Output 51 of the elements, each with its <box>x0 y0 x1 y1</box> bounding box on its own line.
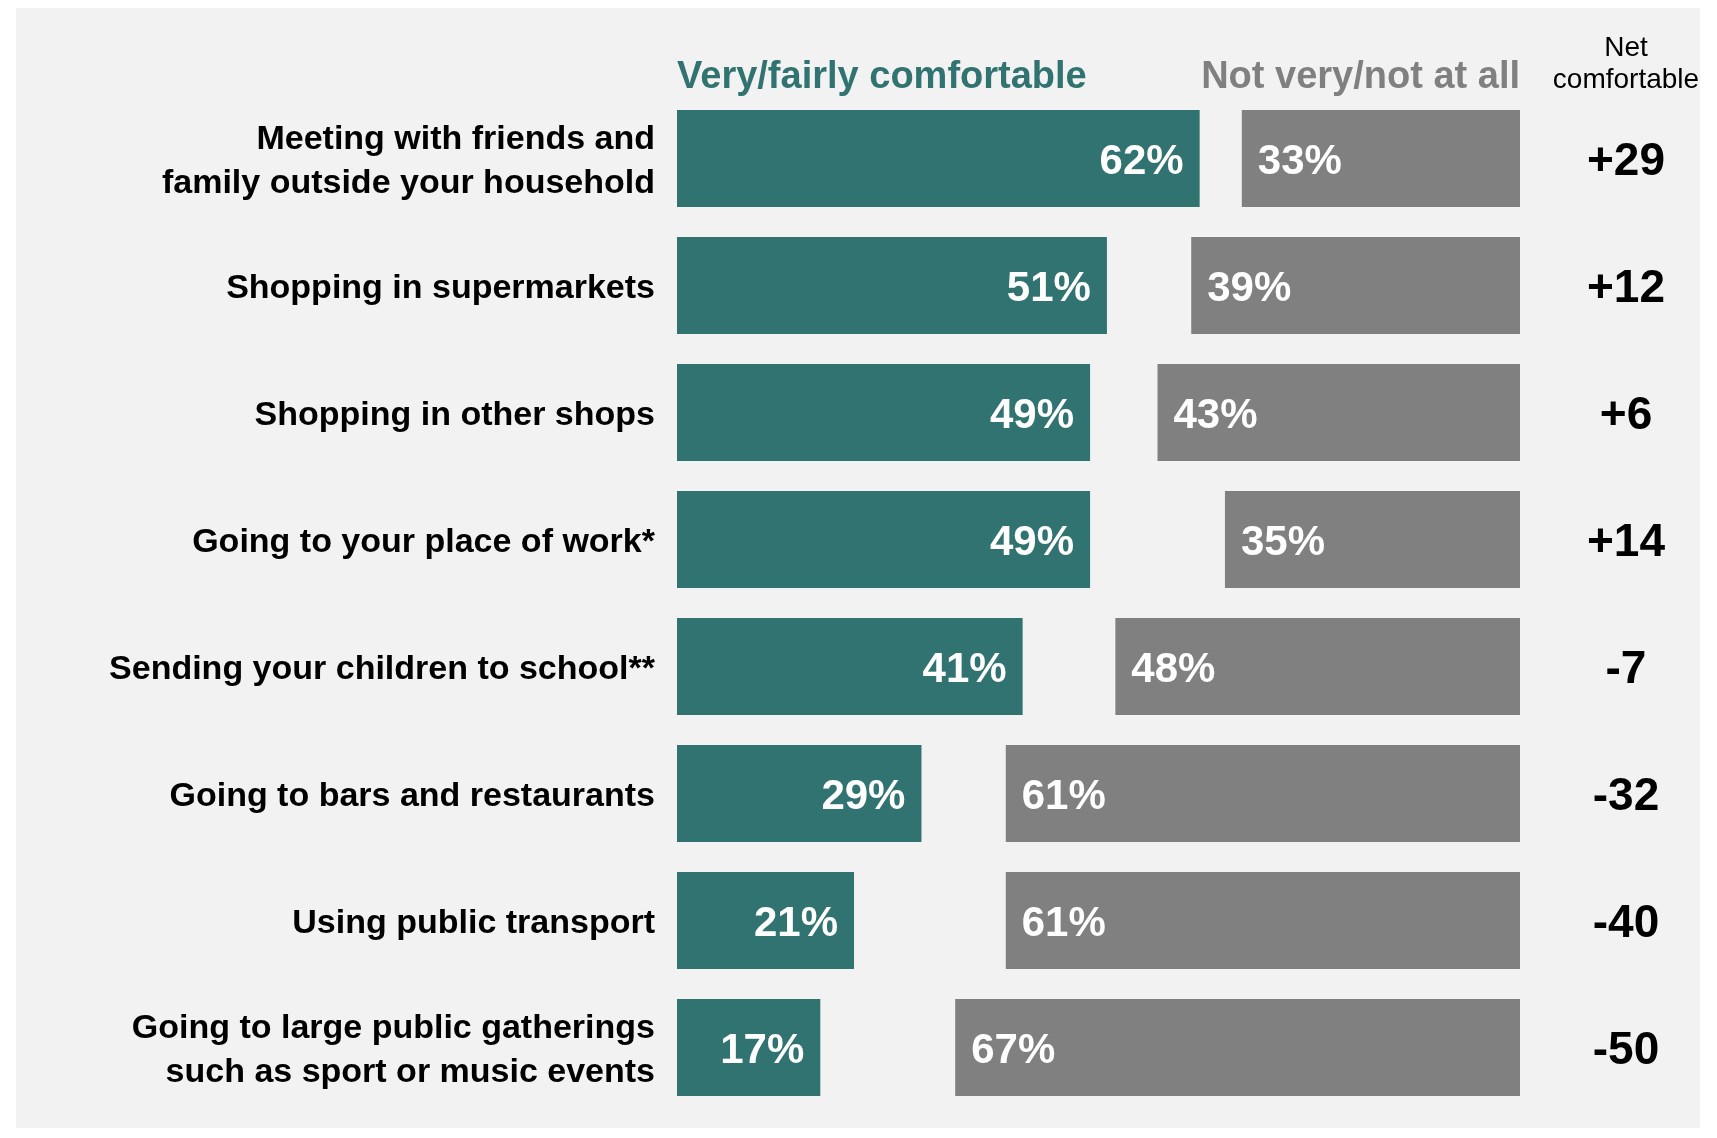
y-tick-label: Shopping in supermarkets <box>226 266 655 305</box>
data-label: 41% <box>922 643 1007 691</box>
bar <box>677 237 1107 334</box>
text: -7 <box>1605 641 1647 694</box>
data-label: 39% <box>1207 262 1292 310</box>
y-tick-label: Shopping in other shops <box>254 393 655 432</box>
data-label: 49% <box>990 516 1075 564</box>
series-label: Not very/not at all <box>1201 53 1520 96</box>
y-tick-label: Meeting with friends and family outside your household <box>161 117 655 200</box>
data-label: 33% <box>1257 135 1342 183</box>
bar <box>1241 110 1520 207</box>
text: Net comfortable <box>1552 31 1700 94</box>
text: +14 <box>1586 514 1666 567</box>
series-label: Very/fairly comfortable <box>677 53 1087 96</box>
bar <box>677 491 1091 588</box>
data-label: 48% <box>1131 643 1216 691</box>
text: +29 <box>1586 133 1666 186</box>
y-tick-label: Going to your place of work* <box>192 520 656 559</box>
bar <box>677 872 855 969</box>
bar <box>1005 872 1520 969</box>
bar <box>677 999 821 1096</box>
y-tick-label: Sending your children to school** <box>109 647 656 686</box>
bar <box>1115 618 1520 715</box>
bar <box>1191 237 1520 334</box>
text: +6 <box>1599 387 1653 440</box>
data-label: 67% <box>971 1024 1056 1072</box>
bar <box>1224 491 1520 588</box>
data-label: 62% <box>1099 135 1184 183</box>
data-label: 17% <box>720 1024 805 1072</box>
bar <box>677 618 1023 715</box>
bar <box>677 364 1091 461</box>
y-tick-label: Going to large public gatherings such as sport or music events <box>131 1006 655 1089</box>
bar <box>1157 364 1520 461</box>
data-label: 35% <box>1240 516 1326 564</box>
data-label: 61% <box>1021 897 1106 945</box>
bar <box>1005 745 1520 842</box>
bar <box>955 999 1520 1096</box>
text: -32 <box>1592 768 1660 821</box>
y-tick-label: Using public transport <box>292 901 655 940</box>
data-label: 51% <box>1006 262 1091 310</box>
data-label: 49% <box>990 389 1075 437</box>
y-tick-label: Going to bars and restaurants <box>169 774 655 813</box>
data-label: 21% <box>753 897 839 945</box>
text: +12 <box>1586 260 1666 313</box>
text: -40 <box>1592 895 1660 948</box>
text: -50 <box>1592 1022 1660 1075</box>
data-label: 61% <box>1021 770 1106 818</box>
data-label: 29% <box>821 770 906 818</box>
bar <box>677 745 922 842</box>
bar <box>677 110 1200 207</box>
data-label: 43% <box>1173 389 1258 437</box>
